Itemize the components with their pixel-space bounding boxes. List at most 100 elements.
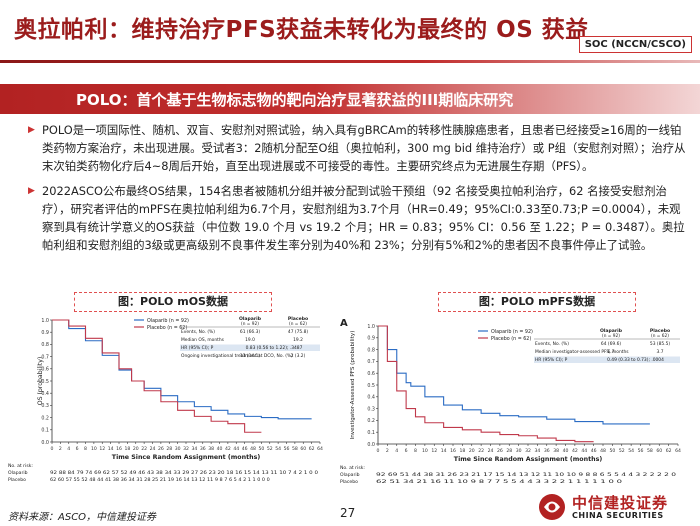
y-tick-label: 0.6 xyxy=(367,371,375,377)
x-tick-label: 2 xyxy=(386,448,389,454)
y-tick-label: 0.8 xyxy=(41,342,49,348)
x-tick-label: 18 xyxy=(124,446,130,452)
x-tick-label: 32 xyxy=(525,448,531,454)
x-tick-label: 12 xyxy=(431,448,437,454)
legend-label-placebo: Placebo (n = 62) xyxy=(491,336,531,342)
x-tick-label: 64 xyxy=(675,448,681,454)
x-tick-label: 18 xyxy=(459,448,465,454)
x-tick-label: 16 xyxy=(450,448,456,454)
table-col-header-n: (n = 92) xyxy=(602,333,620,339)
table-row-value: 3.7 xyxy=(657,349,664,355)
table-hr-highlight xyxy=(534,356,680,363)
at-risk-row-label: Olaparib xyxy=(8,470,28,476)
y-tick-label: 0.3 xyxy=(367,406,375,412)
x-tick-label: 10 xyxy=(91,446,97,452)
pfs-km-chart: A0.00.10.20.30.40.50.60.70.80.91.00 2 4 6 8 1… xyxy=(340,318,681,485)
at-risk-label: No. at risk: xyxy=(340,465,365,471)
x-tick-label: 2 xyxy=(59,446,62,452)
y-tick-label: 0.3 xyxy=(41,403,49,409)
series-line-olaparib xyxy=(378,325,650,425)
x-tick-label: 4 xyxy=(395,448,398,454)
os-figure-caption: 图：POLO mOS数据 xyxy=(74,292,272,312)
y-tick-label: 0.8 xyxy=(367,347,375,353)
x-axis-title: Time Since Random Assignment (months) xyxy=(112,454,261,461)
bullet-text: POLO是一项国际性、随机、双盲、安慰剂对照试验，纳入具有gBRCAm的转移性胰… xyxy=(42,123,686,174)
table-row-value: 0.83 (0.56 to 1.22); .3487 xyxy=(246,345,303,351)
x-tick-label: 32 xyxy=(183,446,189,452)
y-tick-label: 0.5 xyxy=(367,383,375,389)
x-tick-label: 46 xyxy=(242,446,248,452)
x-tick-label: 52 xyxy=(619,448,625,454)
table-row-label: Median investigator-assessed PFS, months xyxy=(535,349,629,355)
table-row-value: 61 (66.3) xyxy=(240,329,260,335)
y-tick-label: 0.9 xyxy=(367,336,375,342)
page-title: 奥拉帕利：维持治疗PFS获益未转化为最终的 OS 获益 xyxy=(14,17,589,43)
x-tick-label: 52 xyxy=(267,446,273,452)
x-tick-label: 28 xyxy=(506,448,512,454)
y-tick-label: 0.7 xyxy=(367,359,375,365)
x-tick-label: 60 xyxy=(300,446,306,452)
x-tick-label: 62 xyxy=(309,446,315,452)
x-tick-label: 8 xyxy=(414,448,417,454)
x-tick-label: 40 xyxy=(217,446,223,452)
legend-label-placebo: Placebo (n = 62) xyxy=(147,325,187,331)
section-banner-text: POLO：首个基于生物标志物的靶向治疗显著获益的III期临床研究 xyxy=(76,91,514,109)
x-tick-label: 34 xyxy=(534,448,540,454)
x-tick-label: 54 xyxy=(628,448,634,454)
x-tick-label: 8 xyxy=(84,446,87,452)
x-tick-label: 26 xyxy=(158,446,164,452)
table-row-value: 2 (3.2) xyxy=(291,353,306,359)
x-tick-label: 50 xyxy=(258,446,264,452)
y-tick-label: 0.2 xyxy=(367,418,375,424)
y-tick-label: 0.6 xyxy=(41,367,49,373)
table-row-value: 6.7 xyxy=(608,349,615,355)
x-tick-label: 58 xyxy=(292,446,298,452)
x-tick-label: 50 xyxy=(609,448,615,454)
x-tick-label: 4 xyxy=(67,446,70,452)
x-tick-label: 38 xyxy=(208,446,214,452)
y-tick-label: 0.1 xyxy=(367,430,375,436)
x-tick-label: 42 xyxy=(572,448,578,454)
table-row-value: 19.2 xyxy=(293,337,303,343)
table-col-header: Olaparib xyxy=(600,328,623,334)
x-tick-label: 30 xyxy=(516,448,522,454)
panel-label: A xyxy=(340,318,348,329)
x-tick-label: 20 xyxy=(469,448,475,454)
table-col-header: Olaparib xyxy=(239,316,262,322)
legend-label-olaparib: Olaparib (n = 92) xyxy=(491,329,533,335)
x-tick-label: 22 xyxy=(141,446,147,452)
x-tick-label: 64 xyxy=(317,446,323,452)
bullet-list: ▶ POLO是一项国际性、随机、双盲、安慰剂对照试验，纳入具有gBRCAm的转移… xyxy=(28,121,688,254)
page-number: 27 xyxy=(340,506,356,520)
bullet-item: ▶ 2022ASCO公布最终OS结果，154名患者被随机分组并被分配到试验干预组… xyxy=(28,182,688,255)
logo-text-en: CHINA SECURITIES xyxy=(572,511,664,520)
series-line-placebo xyxy=(378,325,594,443)
x-tick-label: 62 xyxy=(666,448,672,454)
logo-emblem-icon xyxy=(539,494,565,520)
table-row-value: 64 (69.6) xyxy=(601,341,621,347)
table-col-header-n: (n = 62) xyxy=(651,333,669,339)
at-risk-values: 62 60 57 55 52 48 44 41 38 36 34 31 28 2… xyxy=(50,477,270,483)
company-logo: 中信建投证券 CHINA SECURITIES xyxy=(536,492,696,524)
x-tick-label: 38 xyxy=(553,448,559,454)
x-tick-label: 20 xyxy=(133,446,139,452)
y-tick-label: 0.0 xyxy=(367,442,375,448)
y-tick-label: 0.7 xyxy=(41,354,49,360)
x-tick-label: 24 xyxy=(488,448,494,454)
table-row-label: Events, No. (%) xyxy=(535,341,569,347)
table-row-value: 13 (14.1) xyxy=(240,353,260,359)
bullet-item: ▶ POLO是一项国际性、随机、双盲、安慰剂对照试验，纳入具有gBRCAm的转移… xyxy=(28,121,688,176)
legend-label-olaparib: Olaparib (n = 92) xyxy=(147,318,189,324)
x-tick-label: 14 xyxy=(441,448,447,454)
table-row-value: 53 (85.5) xyxy=(650,341,670,347)
x-tick-label: 46 xyxy=(591,448,597,454)
x-tick-label: 44 xyxy=(581,448,587,454)
y-tick-label: 0.5 xyxy=(41,379,49,385)
y-tick-label: 1.0 xyxy=(367,324,375,330)
at-risk-row-label: Placebo xyxy=(340,479,358,485)
table-row-value: 47 (75.8) xyxy=(288,329,308,335)
at-risk-values: 62 51 34 21 16 11 10 9 8 7 7 5 5 4 4 3 3… xyxy=(376,479,623,485)
y-tick-label: 0.4 xyxy=(41,391,49,397)
series-line-placebo xyxy=(52,319,262,433)
x-tick-label: 56 xyxy=(638,448,644,454)
